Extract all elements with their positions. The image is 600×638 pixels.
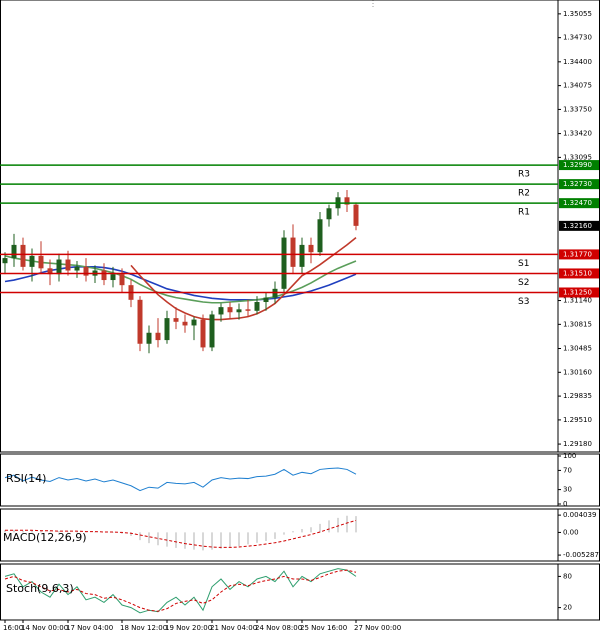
candle-body xyxy=(119,274,125,286)
candle-body xyxy=(281,237,287,289)
y-tick-label: 1.34400 xyxy=(563,58,592,66)
y-tick-label: 1.30485 xyxy=(563,345,592,353)
y-tick-label: 1.29510 xyxy=(563,416,592,424)
candle-body xyxy=(65,259,71,271)
x-tick-label: 14 Nov 00:00 xyxy=(21,624,68,632)
level-label: 1.32470 xyxy=(563,199,592,207)
candle-body xyxy=(2,258,8,264)
y-tick-label: 1.34075 xyxy=(563,82,592,90)
y-tick-label: -0.005287 xyxy=(563,551,599,559)
candle-body xyxy=(101,270,107,281)
last-price-bg xyxy=(559,220,599,231)
candle-body xyxy=(236,309,242,313)
level-name: S1 xyxy=(518,259,529,269)
level-name: R1 xyxy=(518,208,530,218)
level-label-bg xyxy=(559,268,599,279)
y-tick-label: 1.33750 xyxy=(563,105,592,113)
y-tick-label: 1.29180 xyxy=(563,440,592,448)
y-tick-label: 20 xyxy=(563,604,572,612)
candle-body xyxy=(245,309,251,311)
y-tick-label: 1.35055 xyxy=(563,10,592,18)
candle-body xyxy=(263,297,269,303)
y-tick-label: 0 xyxy=(563,500,567,508)
candle-body xyxy=(200,319,206,348)
candle-body xyxy=(254,302,260,311)
last-price-label: 1.32160 xyxy=(563,222,592,230)
candle-body xyxy=(326,208,332,220)
indicator-line xyxy=(4,568,357,614)
level-label: 1.31770 xyxy=(563,250,592,258)
level-name: R2 xyxy=(518,189,530,199)
candle-body xyxy=(344,197,350,205)
candle-body xyxy=(209,314,215,348)
panel-title: Stoch(9,6,3) xyxy=(6,582,74,595)
y-tick-label: 80 xyxy=(563,572,572,580)
ma-line xyxy=(130,236,357,321)
y-tick-label: 1.30815 xyxy=(563,320,592,328)
x-tick-label: 17 Nov 04:00 xyxy=(66,624,113,632)
level-label: 1.32990 xyxy=(563,161,592,169)
y-tick-label: 1.33095 xyxy=(563,153,592,161)
candle-body xyxy=(146,332,152,344)
y-tick-label: 1.29835 xyxy=(563,392,592,400)
level-name: R3 xyxy=(518,170,530,180)
candle-body xyxy=(110,274,116,281)
level-label-bg xyxy=(559,198,599,209)
panel-title: RSI(14) xyxy=(6,472,46,485)
candle-body xyxy=(38,255,44,269)
level-label: 1.32730 xyxy=(563,180,592,188)
y-tick-label: 1.31140 xyxy=(563,297,592,305)
candle-body xyxy=(353,204,359,226)
candle-body xyxy=(56,259,62,275)
candle-body xyxy=(290,237,296,267)
y-tick-label: 0.00 xyxy=(563,528,579,536)
level-label-bg xyxy=(559,249,599,260)
x-tick-label: 18 Nov 12:00 xyxy=(120,624,167,632)
panel-title: MACD(12,26,9) xyxy=(3,531,87,544)
x-tick-label: 19 Nov 20:00 xyxy=(165,624,212,632)
x-tick-label: 24 Nov 08:00 xyxy=(255,624,302,632)
x-tick-label: 25 Nov 16:00 xyxy=(300,624,347,632)
level-label-bg xyxy=(559,287,599,298)
level-label: 1.31250 xyxy=(563,288,592,296)
ma-line xyxy=(4,255,357,304)
candle-body xyxy=(47,268,53,275)
candle-body xyxy=(155,332,161,341)
candle-body xyxy=(308,244,314,253)
y-tick-label: 70 xyxy=(563,466,572,474)
candle-body xyxy=(74,266,80,271)
level-label: 1.31510 xyxy=(563,269,592,277)
level-label-bg xyxy=(559,179,599,190)
candle-body xyxy=(182,321,188,326)
candle-body xyxy=(299,244,305,267)
candle-body xyxy=(191,319,197,326)
x-tick-label: 16:00 xyxy=(3,624,23,632)
y-tick-label: 100 xyxy=(563,452,576,460)
candle-body xyxy=(164,318,170,341)
candle-body xyxy=(227,307,233,313)
candle-body xyxy=(173,318,179,322)
candle-body xyxy=(83,266,89,276)
level-name: S3 xyxy=(518,297,529,307)
x-tick-label: 21 Nov 04:00 xyxy=(210,624,257,632)
candle-body xyxy=(317,219,323,253)
y-tick-label: 1.34730 xyxy=(563,34,592,42)
y-tick-label: 30 xyxy=(563,486,572,494)
y-tick-label: 1.33420 xyxy=(563,130,592,138)
candle-body xyxy=(137,299,143,344)
y-tick-label: 1.30160 xyxy=(563,368,592,376)
level-label-bg xyxy=(559,160,599,171)
x-tick-label: 27 Nov 00:00 xyxy=(354,624,401,632)
candle-body xyxy=(29,255,35,267)
level-name: S2 xyxy=(518,278,529,288)
y-tick-label: 0.004039 xyxy=(563,511,596,519)
candle-body xyxy=(20,244,26,267)
indicator-line xyxy=(4,569,357,612)
indicator-line xyxy=(4,467,357,492)
signal-line xyxy=(5,519,357,548)
candle-body xyxy=(218,307,224,315)
candle-body xyxy=(11,244,17,259)
